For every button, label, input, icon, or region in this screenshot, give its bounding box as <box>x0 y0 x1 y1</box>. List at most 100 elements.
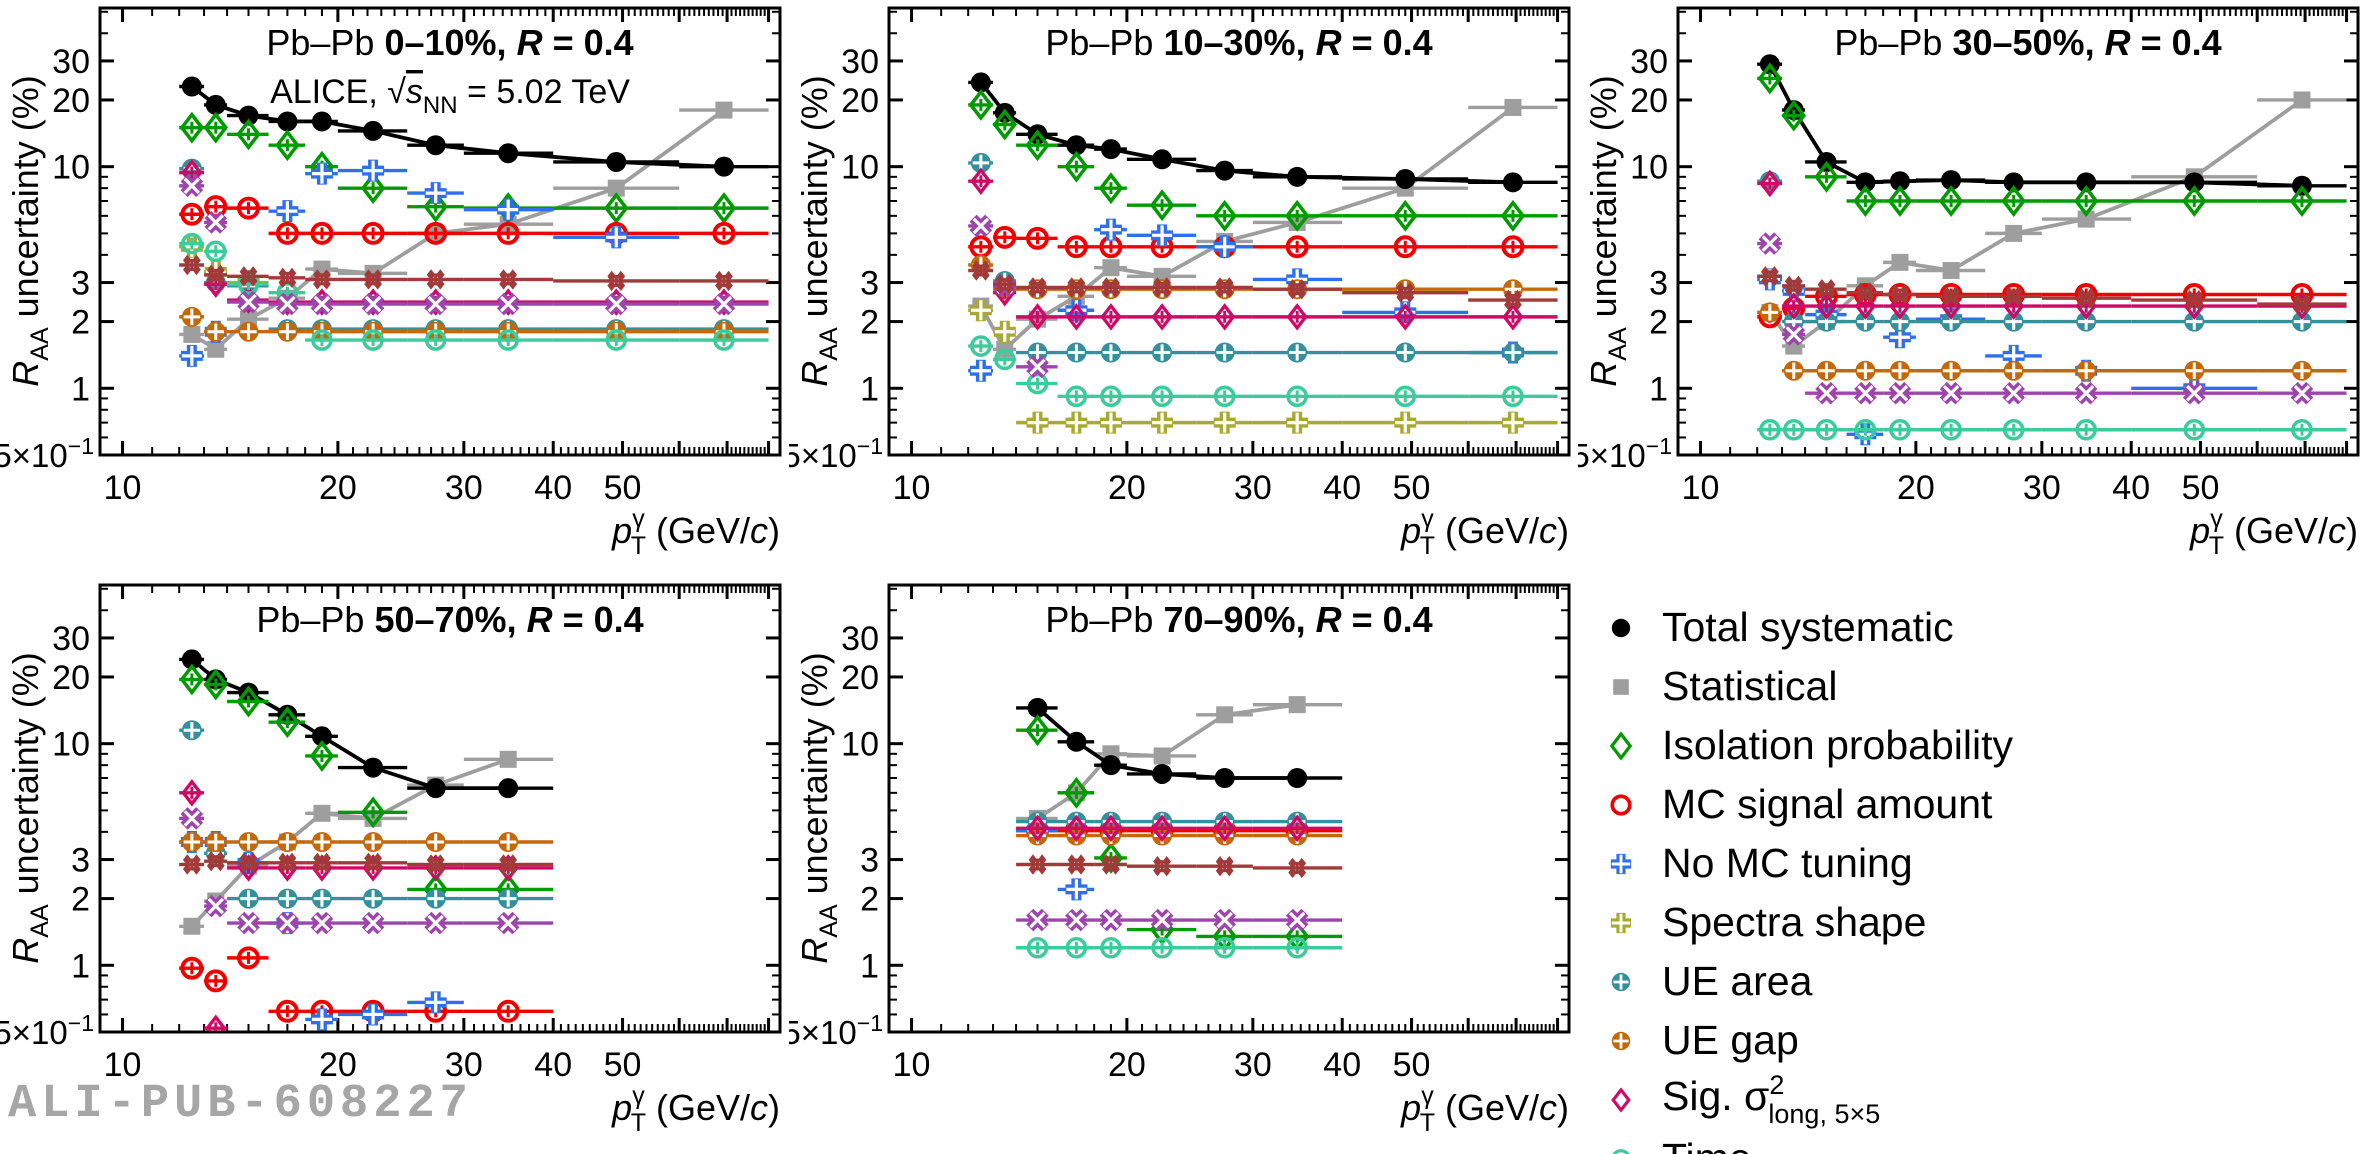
svg-text:30: 30 <box>1630 43 1668 81</box>
svg-text:20: 20 <box>1630 82 1668 120</box>
legend-item-sig_sigma: Sig. σ2long, 5×5 <box>1598 1070 2358 1129</box>
legend-marker-spectra-icon <box>1610 912 1632 933</box>
svg-text:10: 10 <box>893 1046 931 1084</box>
svg-text:1: 1 <box>1649 370 1668 408</box>
legend-marker-mc_signal-icon <box>1610 793 1632 816</box>
legend-marker-total-icon <box>1611 618 1631 637</box>
svg-text:40: 40 <box>534 1046 572 1084</box>
series-time <box>179 232 769 351</box>
svg-text:2: 2 <box>860 304 879 342</box>
series-iso <box>179 111 769 225</box>
svg-text:30: 30 <box>52 43 90 81</box>
svg-text:10: 10 <box>52 726 90 764</box>
svg-text:pγT (GeV/c): pγ T (GeV/c) <box>611 1082 780 1137</box>
svg-text:30: 30 <box>445 469 483 507</box>
svg-text:20: 20 <box>841 659 879 697</box>
svg-text:10: 10 <box>841 149 879 187</box>
series-sig_sigma <box>179 779 554 1031</box>
legend-marker-no_mc-icon <box>1610 853 1632 874</box>
svg-text:30: 30 <box>841 43 879 81</box>
series-ue_area <box>968 152 1558 363</box>
svg-text:20: 20 <box>841 82 879 120</box>
svg-text:2: 2 <box>1649 304 1668 342</box>
svg-text:pγT (GeV/c): pγ T (GeV/c) <box>2189 505 2358 560</box>
svg-text:30: 30 <box>2023 469 2061 507</box>
series-ue_gap <box>179 832 554 853</box>
series-fplus <box>1757 232 2347 405</box>
svg-text:5×10−1: 5×10−1 <box>789 1010 883 1051</box>
series-time <box>1016 936 1343 959</box>
svg-text:RAA uncertainty (%): RAA uncertainty (%) <box>5 652 54 963</box>
series-total <box>1016 697 1343 789</box>
svg-text:2: 2 <box>860 881 879 919</box>
svg-text:40: 40 <box>1323 1046 1361 1084</box>
legend-label-iso: Isolation probability <box>1662 722 2013 768</box>
series-stat <box>1016 696 1343 827</box>
legend-marker-iso-icon <box>1609 730 1633 761</box>
svg-text:10: 10 <box>893 469 931 507</box>
svg-text:pγT (GeV/c): pγ T (GeV/c) <box>1400 505 1569 560</box>
series-total <box>968 72 1558 193</box>
svg-text:3: 3 <box>71 265 90 303</box>
svg-text:Pb–Pb 0–10%, R = 0.4: Pb–Pb 0–10%, R = 0.4 <box>266 22 633 63</box>
series-ue_gap <box>968 255 1558 300</box>
svg-text:20: 20 <box>319 469 357 507</box>
series-time <box>968 335 1558 408</box>
series-other <box>179 850 554 875</box>
series-other <box>179 254 769 292</box>
svg-text:50: 50 <box>1393 469 1431 507</box>
legend-item-ue_area: UE area <box>1598 952 2358 1011</box>
svg-text:30: 30 <box>1234 1046 1272 1084</box>
legend-marker-time-icon <box>1612 1148 1630 1154</box>
series-sig_sigma <box>179 158 769 316</box>
svg-text:1: 1 <box>71 370 90 408</box>
svg-text:30: 30 <box>445 1046 483 1084</box>
svg-text:10: 10 <box>104 469 142 507</box>
svg-text:Pb–Pb 10–30%, R = 0.4: Pb–Pb 10–30%, R = 0.4 <box>1045 22 1432 63</box>
legend-label-spectra: Spectra shape <box>1662 899 1927 945</box>
legend-item-mc_signal: MC signal amount <box>1598 775 2358 834</box>
svg-text:Pb–Pb 30–50%, R = 0.4: Pb–Pb 30–50%, R = 0.4 <box>1834 22 2221 63</box>
svg-text:10: 10 <box>1682 469 1720 507</box>
legend-marker-ue_gap-icon <box>1611 1031 1631 1050</box>
legend-marker-ue_area-icon <box>1611 972 1631 991</box>
series-sig_sigma <box>1016 814 1343 843</box>
series-fplus <box>179 174 769 316</box>
svg-text:RAA uncertainty (%): RAA uncertainty (%) <box>794 75 843 386</box>
series-other <box>968 260 1558 311</box>
series-fplus <box>179 807 554 935</box>
series-other <box>1757 266 2347 315</box>
svg-text:3: 3 <box>71 842 90 880</box>
svg-text:20: 20 <box>52 659 90 697</box>
series-mc_signal <box>179 195 769 245</box>
legend-item-no_mc: No MC tuning <box>1598 834 2358 893</box>
svg-text:20: 20 <box>1108 469 1146 507</box>
svg-text:20: 20 <box>52 82 90 120</box>
svg-text:5×10−1: 5×10−1 <box>789 433 883 474</box>
legend-item-spectra: Spectra shape <box>1598 893 2358 952</box>
svg-text:5×10−1: 5×10−1 <box>0 433 94 474</box>
svg-text:20: 20 <box>1897 469 1935 507</box>
legend-item-iso: Isolation probability <box>1598 716 2358 775</box>
series-stat <box>179 101 769 358</box>
series-total <box>1757 54 2347 196</box>
series-fplus <box>1016 908 1343 932</box>
svg-text:30: 30 <box>1234 469 1272 507</box>
svg-text:pγT (GeV/c): pγ T (GeV/c) <box>1400 1082 1569 1137</box>
svg-text:3: 3 <box>860 265 879 303</box>
series-ue_area <box>179 158 769 340</box>
series-time <box>1757 418 2347 441</box>
legend-item-total: Total systematic <box>1598 598 2358 657</box>
series-iso <box>968 88 1558 232</box>
legend-label-no_mc: No MC tuning <box>1662 840 1913 886</box>
series-ue_gap <box>1757 302 2347 381</box>
watermark-label: ALI-PUB-608227 <box>8 1078 473 1131</box>
svg-text:1: 1 <box>71 947 90 985</box>
series-total <box>179 76 769 177</box>
series-sig_sigma <box>968 167 1558 331</box>
